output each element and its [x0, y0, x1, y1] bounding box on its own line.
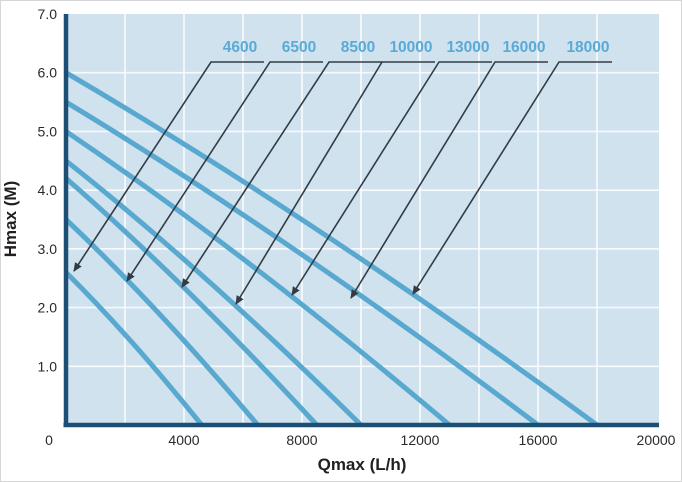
- callout-8500: 8500: [181, 39, 382, 288]
- callout-label: 10000: [389, 39, 432, 56]
- x-axis-title: Qmax (L/h): [318, 455, 407, 474]
- pump-curve-10000: [64, 158, 363, 427]
- callout-6500: 6500: [126, 39, 323, 282]
- y-tick-label: 7.0: [38, 6, 58, 22]
- x-tick-label: 4000: [168, 432, 199, 448]
- callout-leader-line: [235, 61, 435, 305]
- callout-label: 6500: [282, 39, 316, 56]
- x-tick-label: 8000: [286, 432, 317, 448]
- callout-13000: 13000: [291, 39, 492, 296]
- y-tick-label: 2.0: [38, 300, 58, 316]
- callout-leader-line: [181, 61, 382, 288]
- callout-leader-line: [126, 61, 323, 282]
- pump-curve-4600: [64, 270, 204, 427]
- callout-label: 18000: [566, 39, 609, 56]
- pump-curve-6500: [64, 217, 260, 427]
- pump-curve-13000: [64, 129, 452, 427]
- y-tick-label: 3.0: [38, 241, 58, 257]
- y-tick-label: 5.0: [38, 123, 58, 139]
- x-tick-label: 12000: [401, 432, 440, 448]
- y-tick-label: 1.0: [38, 358, 58, 374]
- y-tick-label: 4.0: [38, 182, 58, 198]
- callout-16000: 16000: [350, 39, 548, 299]
- x-tick-label: 20000: [637, 432, 676, 448]
- callout-18000: 18000: [412, 39, 612, 295]
- pump-curve-16000: [64, 99, 540, 427]
- callout-leader-line: [291, 61, 492, 296]
- callout-leader-line: [350, 61, 548, 299]
- pump-curve-8500: [64, 176, 319, 427]
- callout-leader-line: [412, 61, 612, 295]
- y-axis-title: Hmax (M): [1, 181, 20, 258]
- y-tick-label: 6.0: [38, 65, 58, 81]
- callout-leader-line: [73, 61, 264, 272]
- callout-label: 13000: [446, 39, 489, 56]
- pump-curve-18000: [64, 70, 599, 428]
- callout-4600: 4600: [73, 39, 264, 272]
- callout-label: 16000: [502, 39, 545, 56]
- x-tick-label: 16000: [519, 432, 558, 448]
- callout-10000: 10000: [235, 39, 435, 305]
- x-tick-label: 0: [45, 432, 53, 448]
- callout-label: 4600: [223, 39, 257, 56]
- callout-label: 8500: [341, 39, 375, 56]
